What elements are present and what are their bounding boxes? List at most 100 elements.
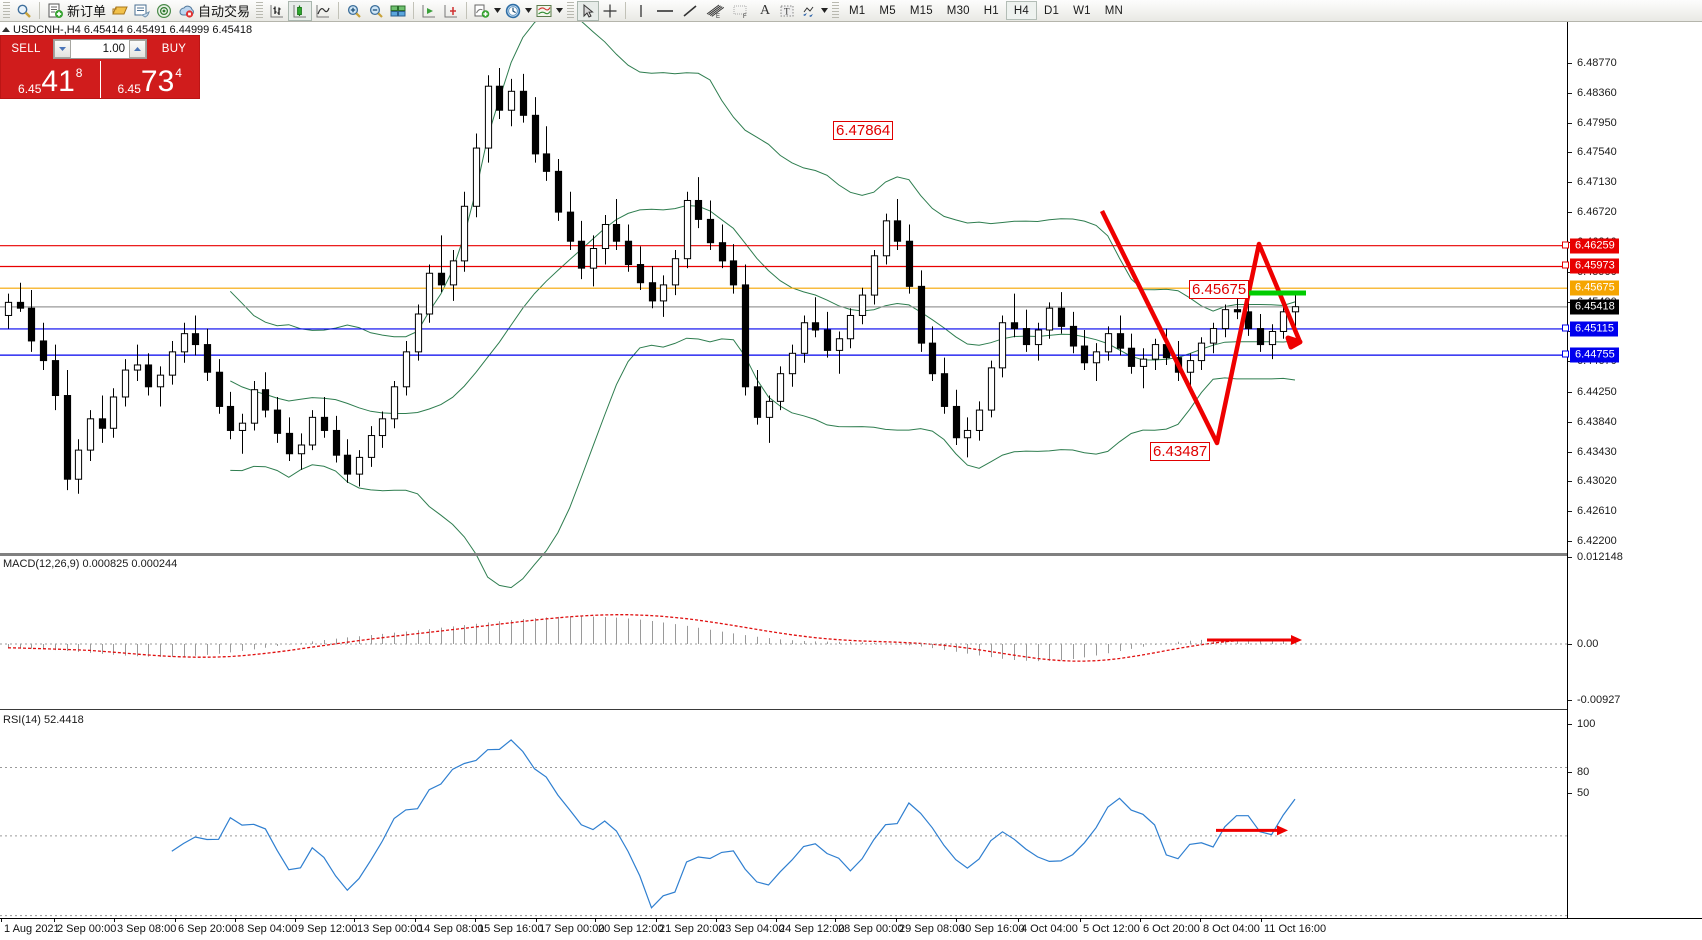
candle-body: [1034, 329, 1043, 346]
line-chart-icon[interactable]: [312, 1, 334, 21]
crosshair-icon[interactable]: [599, 1, 621, 21]
price-level-label[interactable]: 6.44755: [1562, 347, 1619, 363]
new-order-icon[interactable]: [44, 1, 66, 21]
broadcast-icon[interactable]: [153, 1, 175, 21]
candle-body: [858, 294, 867, 316]
chevron-down-icon[interactable]: [493, 8, 502, 13]
trendline-icon[interactable]: [678, 1, 702, 21]
chart-canvas[interactable]: USDCNH-,H4 6.45414 6.45491 6.44999 6.454…: [0, 22, 1702, 940]
candle-body: [74, 449, 83, 480]
vertical-line-icon[interactable]: [630, 1, 652, 21]
candle-body: [577, 240, 586, 269]
candle-body: [659, 284, 668, 302]
price-level-label[interactable]: 6.45115: [1562, 321, 1618, 337]
candle-body: [460, 205, 469, 262]
time-axis[interactable]: 1 Aug 2021 2 Sep 00:00 3 Sep 08:00 6 Sep 20…: [0, 918, 1702, 940]
chart-text-annotation[interactable]: 6.43487: [1150, 442, 1211, 461]
period-icon[interactable]: [502, 1, 524, 21]
equidistant-channel-icon[interactable]: F: [728, 1, 754, 21]
price-level-label[interactable]: 6.46259: [1562, 238, 1619, 254]
price-axis[interactable]: 6.48770 6.48360 6.47950 6.47540 6.47130 6.467…: [1562, 22, 1702, 940]
fibonacci-icon[interactable]: E: [702, 1, 728, 21]
auto-scroll-icon[interactable]: [418, 1, 440, 21]
trend-drawing-zigzag[interactable]: [1099, 210, 1303, 446]
sell-button[interactable]: SELL: [11, 42, 41, 55]
buy-button[interactable]: BUY: [161, 42, 187, 55]
candle-body: [1092, 351, 1101, 364]
chevron-down-icon-4[interactable]: [820, 8, 829, 13]
toolbar-grip[interactable]: [3, 1, 10, 20]
candle-body: [238, 422, 247, 431]
add-indicator-icon[interactable]: [471, 1, 493, 21]
buy-price[interactable]: 6.45 73 4: [101, 61, 200, 98]
folder-icon[interactable]: [109, 1, 131, 21]
candle-body: [1127, 347, 1136, 367]
sell-price[interactable]: 6.45 41 8: [1, 61, 100, 98]
timeframe-d1[interactable]: D1: [1044, 4, 1060, 17]
chevron-down-icon-2[interactable]: [524, 8, 533, 13]
candle-body: [1116, 333, 1125, 349]
chart-shift-icon[interactable]: [440, 1, 462, 21]
toolbar-separator-3: [413, 2, 415, 19]
candle-body: [566, 211, 575, 242]
timeframe-h4[interactable]: H4: [1005, 1, 1037, 20]
candle-body: [846, 314, 855, 340]
time-tick-label: 17 Sep 00:00: [539, 923, 605, 935]
candlestick-chart-icon[interactable]: [288, 0, 313, 21]
timeframe-h1[interactable]: H1: [983, 4, 999, 17]
chevron-down-icon-3[interactable]: [555, 8, 564, 13]
timeframe-m1[interactable]: M1: [849, 4, 866, 17]
candle-body: [156, 374, 165, 388]
time-tick-label: 1 Aug 2021: [4, 923, 60, 935]
data-window-icon[interactable]: [131, 1, 153, 21]
buy-price-prefix: 6.45: [117, 82, 141, 96]
cursor-icon[interactable]: [577, 0, 600, 21]
volume-increment-button[interactable]: [129, 39, 146, 58]
new-order-label[interactable]: 新订单: [67, 5, 107, 20]
volume-stepper[interactable]: 1.00: [53, 38, 147, 59]
price-tick: 6.42610: [1568, 505, 1617, 517]
timeframe-m15[interactable]: M15: [909, 4, 933, 17]
timeframe-mn[interactable]: MN: [1104, 4, 1124, 17]
level-handle[interactable]: [1562, 241, 1569, 249]
price-level-label[interactable]: 6.45675: [1570, 280, 1619, 296]
candle-body: [402, 351, 411, 388]
price-level-label[interactable]: 6.45973: [1562, 258, 1619, 274]
toolbar-grip-2[interactable]: [256, 1, 264, 20]
toolbar-grip-3[interactable]: [567, 1, 575, 20]
chart-text-annotation[interactable]: 6.45675: [1189, 280, 1250, 299]
zoom-in-icon[interactable]: [343, 1, 365, 21]
zoom-out-icon[interactable]: [365, 1, 387, 21]
toolbar-grip-4[interactable]: [832, 1, 840, 20]
time-tick-label: 8 Oct 04:00: [1203, 923, 1260, 935]
candle-body: [963, 429, 972, 439]
candle-body: [741, 284, 750, 388]
candle-body: [133, 364, 142, 371]
autotrade-icon[interactable]: [175, 1, 197, 21]
candle-body: [390, 386, 399, 420]
volume-decrement-button[interactable]: [54, 39, 71, 58]
volume-value[interactable]: 1.00: [102, 42, 125, 55]
tile-windows-icon[interactable]: [387, 1, 409, 21]
shapes-icon[interactable]: [798, 1, 820, 21]
zoom-search-icon[interactable]: [13, 1, 35, 21]
macd-label: MACD(12,26,9) 0.000825 0.000244: [3, 558, 178, 570]
autotrade-label[interactable]: 自动交易: [198, 5, 251, 20]
level-handle[interactable]: [1562, 324, 1569, 332]
templates-icon[interactable]: [533, 1, 555, 21]
timeframe-w1[interactable]: W1: [1073, 4, 1091, 17]
timeframe-m5[interactable]: M5: [879, 4, 896, 17]
chart-text-annotation[interactable]: 6.47864: [833, 121, 894, 140]
candle-body: [975, 409, 984, 431]
candle-body: [16, 301, 25, 309]
text-icon[interactable]: A: [759, 2, 771, 18]
timeframe-m30[interactable]: M30: [946, 4, 970, 17]
level-handle[interactable]: [1562, 261, 1569, 269]
one-click-trading-panel[interactable]: SELL 1.00 BUY 6.45 41 8 6.45 73 4: [0, 35, 200, 99]
horizontal-line-icon[interactable]: [652, 1, 678, 21]
level-handle[interactable]: [1562, 350, 1569, 358]
time-tick-label: 29 Sep 08:00: [899, 923, 965, 935]
price-level-label[interactable]: 6.45418: [1570, 299, 1619, 315]
bar-chart-icon[interactable]: [266, 1, 288, 21]
text-label-icon[interactable]: T: [776, 1, 798, 21]
